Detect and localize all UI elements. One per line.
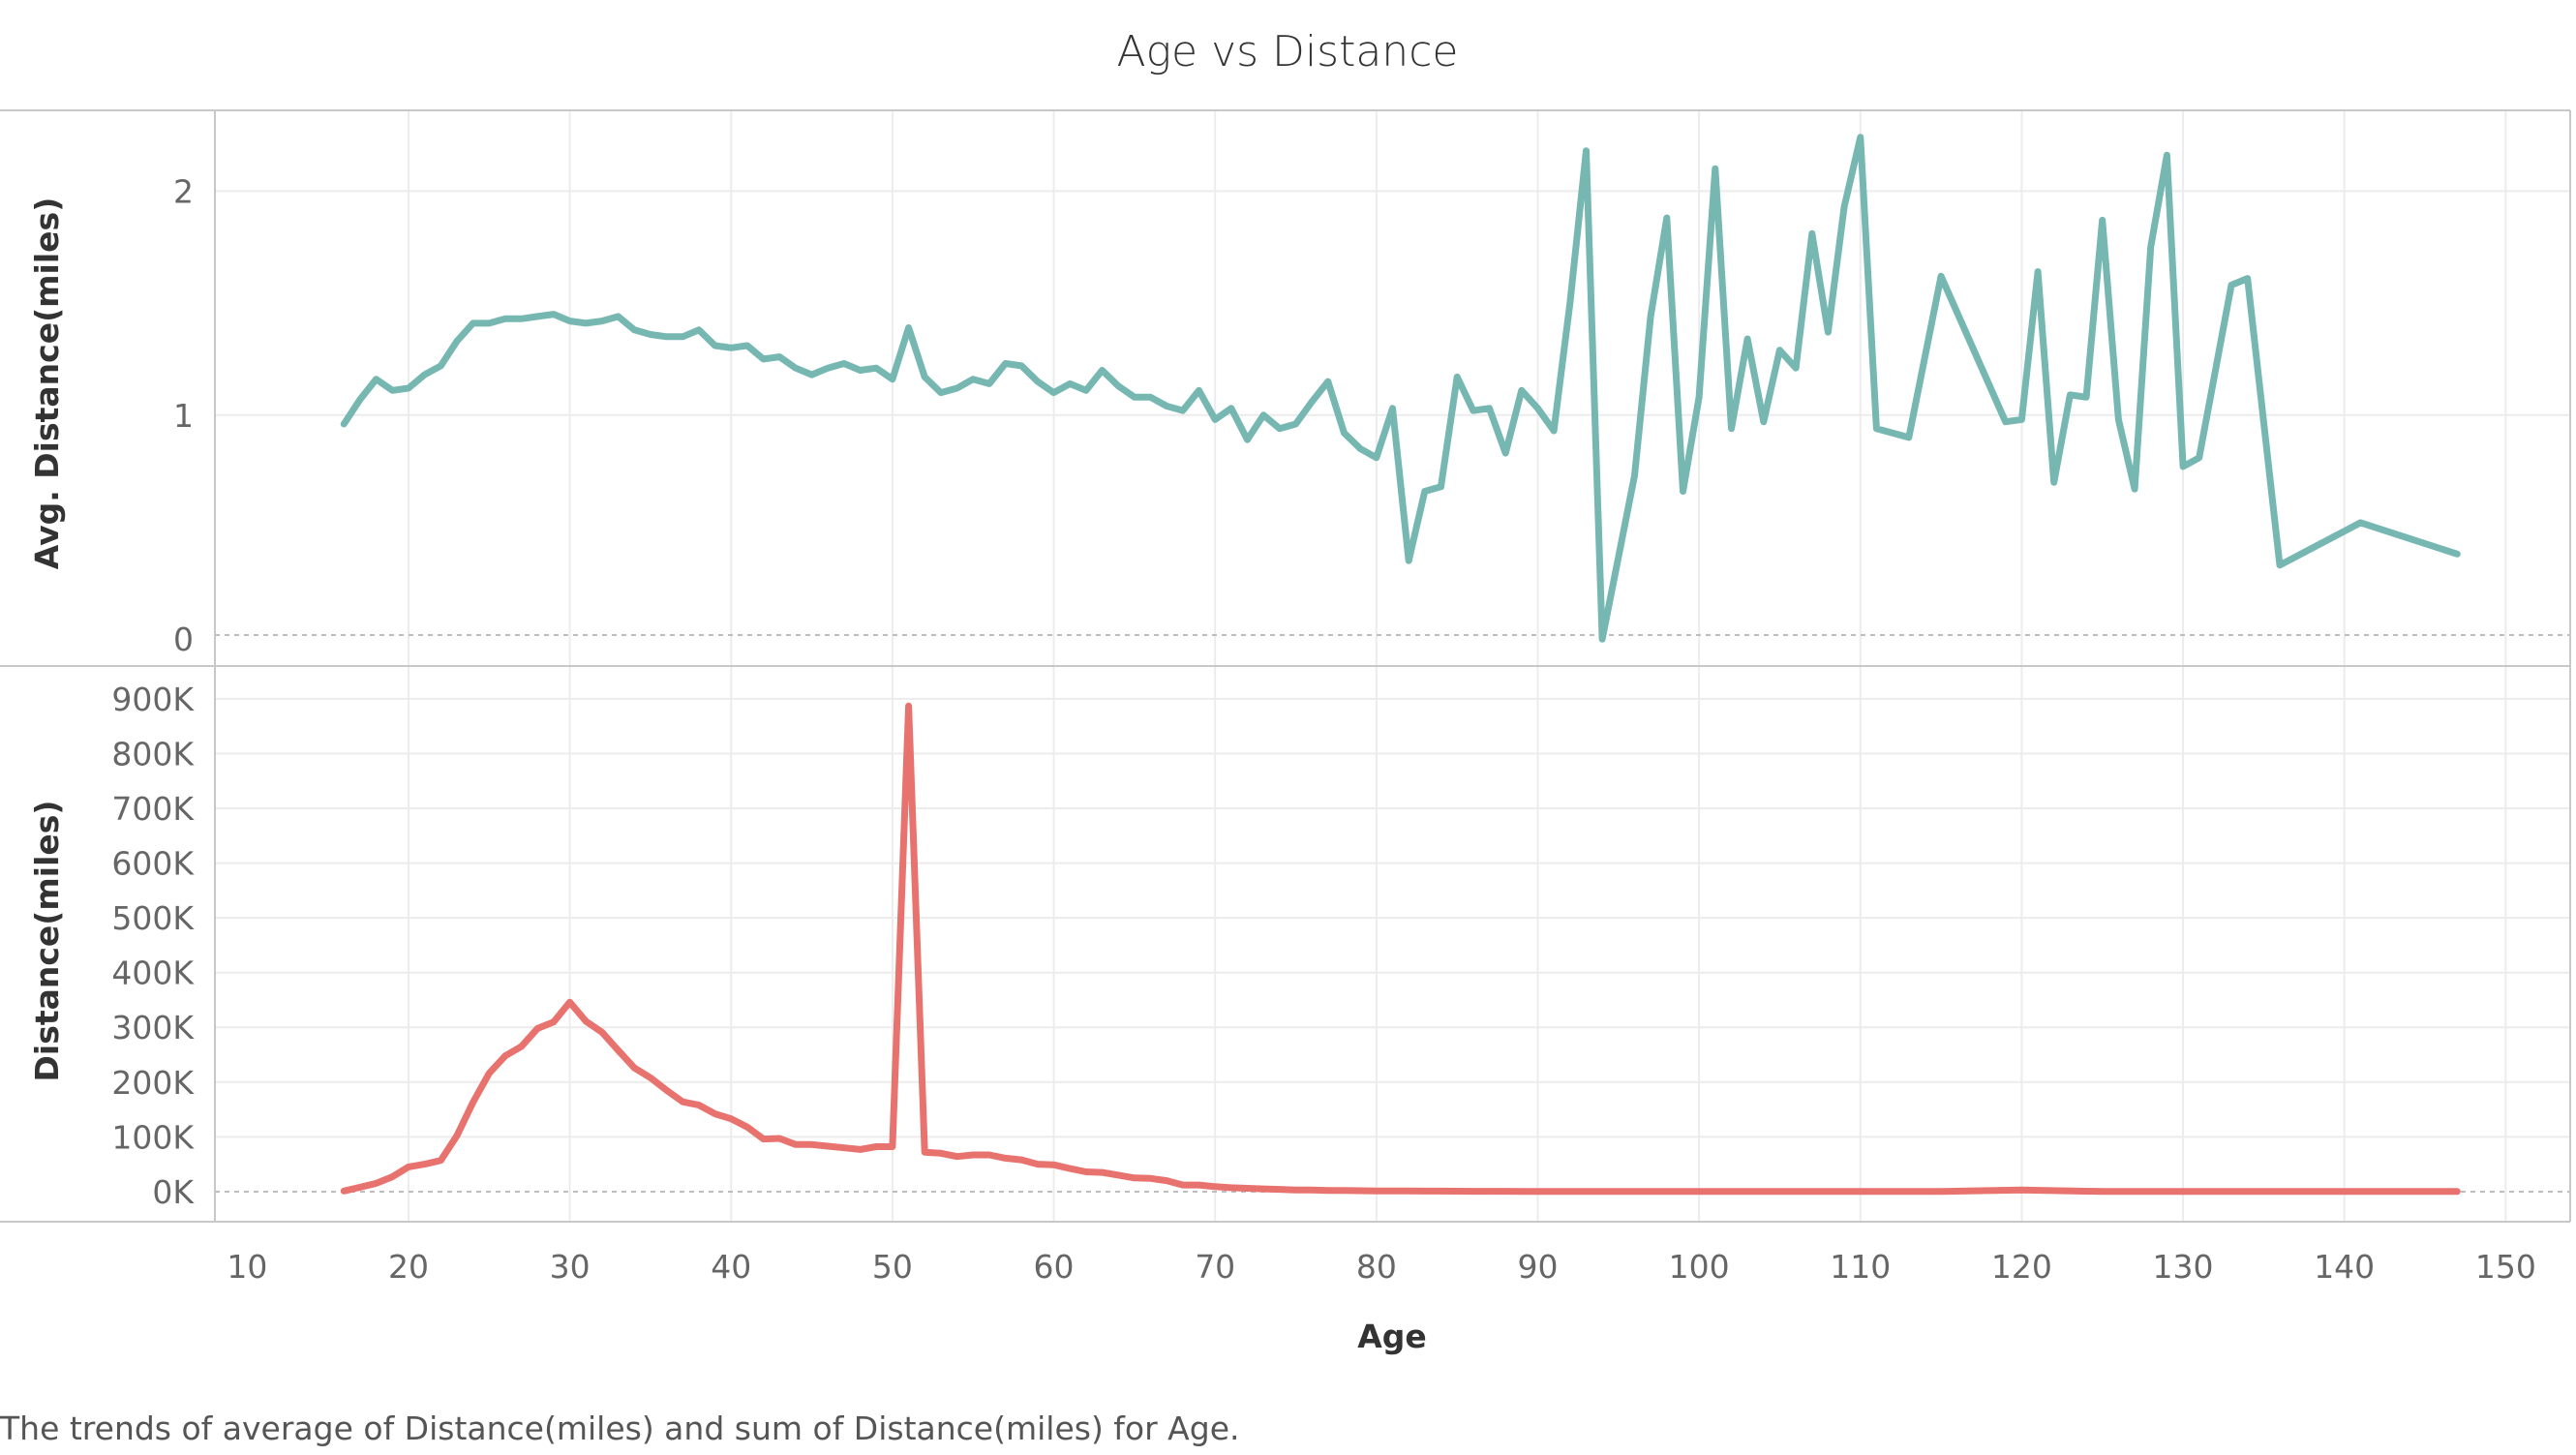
bottom-y-tick-label: 700K	[111, 790, 195, 828]
x-tick-label: 40	[711, 1248, 751, 1286]
top-series-line-0	[340, 134, 2461, 643]
x-axis-title: Age	[1357, 1318, 1427, 1355]
x-tick-label: 30	[550, 1248, 591, 1286]
chart-caption: The trends of average of Distance(miles)…	[0, 1410, 1240, 1447]
x-tick-label: 120	[1991, 1248, 2052, 1286]
panel-frames	[0, 109, 2571, 1223]
x-tick-label: 10	[227, 1248, 267, 1286]
bottom-series-line-0	[340, 702, 2461, 1196]
x-tick-label: 80	[1356, 1248, 1397, 1286]
bottom-y-tick-label: 500K	[111, 899, 195, 937]
top-y-tick-label: 0	[173, 621, 194, 658]
x-tick-label: 90	[1517, 1248, 1558, 1286]
top-panel: 0 1 2 Avg. Distance(miles)	[28, 110, 2570, 666]
bottom-panel: 0K 100K 200K 300K 400K 500K 600K 700K 800K 900K D…	[28, 666, 2570, 1222]
bottom-y-tick-label: 400K	[111, 955, 195, 992]
x-tick-label: 50	[872, 1248, 913, 1286]
bottom-y-tick-label: 300K	[111, 1009, 195, 1046]
x-tick-label: 70	[1195, 1248, 1235, 1286]
bottom-y-tick-label: 100K	[111, 1118, 195, 1156]
top-y-axis-title: Avg. Distance(miles)	[28, 197, 66, 570]
bottom-y-tick-label: 900K	[111, 681, 195, 718]
x-tick-label: 20	[388, 1248, 429, 1286]
x-tick-label: 60	[1034, 1248, 1075, 1286]
bottom-y-tick-label: 0K	[152, 1173, 195, 1211]
bottom-y-tick-label: 200K	[111, 1064, 195, 1102]
x-tick-label: 150	[2475, 1248, 2536, 1286]
x-tick-label: 110	[1830, 1248, 1891, 1286]
top-y-tick-label: 2	[173, 172, 194, 210]
x-tick-label: 130	[2153, 1248, 2214, 1286]
bottom-y-tick-label: 600K	[111, 845, 195, 883]
chart-title: Age vs Distance	[1117, 27, 1459, 76]
x-tick-label: 140	[2314, 1248, 2375, 1286]
top-y-tick-label: 1	[173, 397, 194, 435]
bottom-y-axis-title: Distance(miles)	[28, 800, 66, 1081]
bottom-y-tick-label: 800K	[111, 735, 195, 773]
x-tick-label: 100	[1669, 1248, 1730, 1286]
